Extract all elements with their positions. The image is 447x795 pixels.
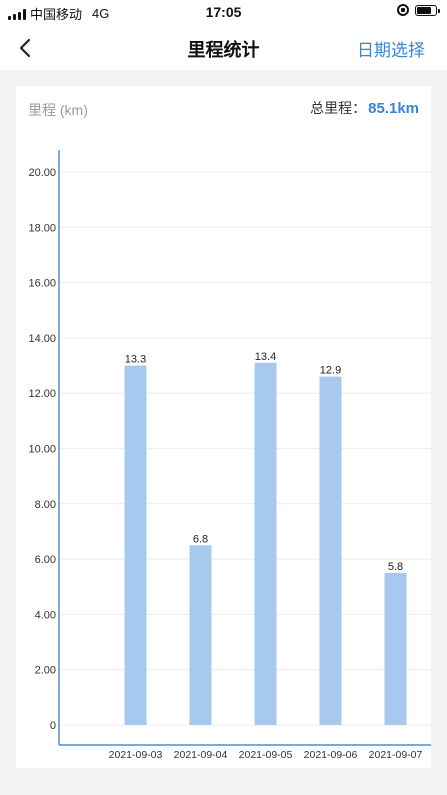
network-type: 4G [92, 6, 110, 21]
back-button[interactable] [12, 34, 40, 62]
y-tick-label: 18.00 [28, 222, 56, 234]
y-tick-label: 4.00 [35, 609, 56, 621]
x-tick-label: 2021-09-07 [369, 749, 423, 761]
y-tick-label: 6.00 [35, 554, 56, 566]
orientation-lock-icon [397, 4, 409, 16]
y-tick-label: 2.00 [35, 665, 56, 677]
date-select-button[interactable]: 日期选择 [357, 41, 425, 60]
signal-icon [8, 8, 26, 20]
chart-bar[interactable] [189, 545, 212, 725]
total-mileage: 总里程： 85.1km [310, 98, 419, 118]
bar-data-label: 5.8 [388, 561, 403, 573]
carrier-name: 中国移动 [30, 7, 83, 22]
status-left: 中国移动 4G [8, 4, 109, 23]
status-right [397, 4, 440, 16]
y-tick-label: 10.00 [28, 444, 56, 456]
bar-data-label: 13.3 [125, 354, 146, 366]
y-tick-label: 16.00 [28, 278, 56, 290]
chart-bar[interactable] [124, 365, 147, 725]
chart-bar[interactable] [319, 376, 342, 725]
chart-bar[interactable] [254, 362, 277, 725]
total-value: 85.1km [368, 100, 419, 117]
nav-bar: 里程统计 日期选择 [0, 24, 447, 70]
mileage-card: 里程 (km) 总里程： 85.1km 0 2.00 4.00 6.00 8.00 10.… [16, 86, 431, 768]
battery-icon [415, 4, 440, 16]
y-tick-label: 20.00 [28, 167, 56, 179]
x-tick-label: 2021-09-04 [174, 749, 228, 761]
x-tick-label: 2021-09-05 [239, 749, 293, 761]
mileage-bar-chart: 0 2.00 4.00 6.00 8.00 10.00 12.00 14.00 16.00 18.… [28, 150, 431, 761]
chevron-left-icon [19, 38, 31, 58]
y-tick-label: 0 [50, 720, 56, 732]
x-tick-label: 2021-09-06 [304, 749, 358, 761]
bar-data-label: 12.9 [320, 365, 341, 377]
y-tick-label: 14.00 [28, 333, 56, 345]
status-bar: 中国移动 4G 17:05 [0, 0, 447, 24]
y-tick-label: 8.00 [35, 499, 56, 511]
total-label: 总里程： [310, 100, 367, 116]
y-tick-label: 12.00 [28, 388, 56, 400]
page-title: 里程统计 [187, 40, 260, 60]
x-tick-label: 2021-09-03 [109, 749, 163, 761]
unit-label: 里程 (km) [28, 102, 88, 118]
bar-data-label: 6.8 [193, 533, 208, 545]
status-time: 17:05 [205, 4, 242, 20]
chart-bar[interactable] [384, 572, 407, 725]
bar-data-label: 13.4 [255, 351, 276, 363]
